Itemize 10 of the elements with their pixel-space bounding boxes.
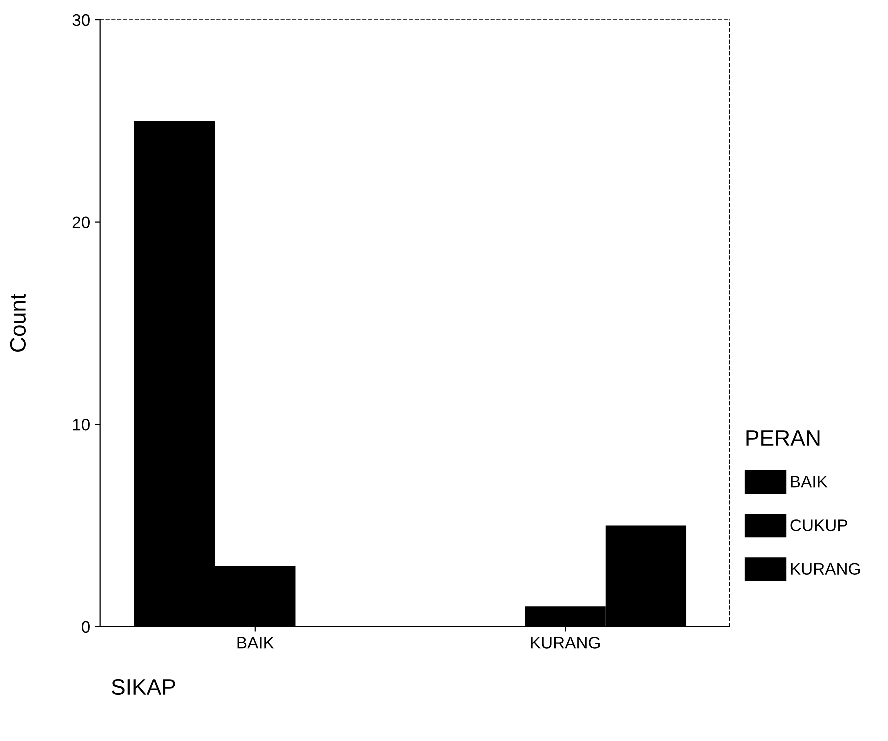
y-tick-label: 10 [73, 418, 90, 431]
y-tick-label: 20 [72, 216, 90, 229]
y-tick-label: 0 [82, 621, 90, 634]
legend-label: KURANG [791, 563, 860, 575]
legend-title: PERAN [746, 430, 820, 446]
x-axis-title: SIKAP [112, 679, 176, 696]
y-tick-label: 30 [72, 14, 90, 26]
legend-label: CUKUP [790, 520, 848, 532]
legend-label: BAIK [791, 476, 828, 488]
y-axis-title: Count [10, 294, 26, 352]
